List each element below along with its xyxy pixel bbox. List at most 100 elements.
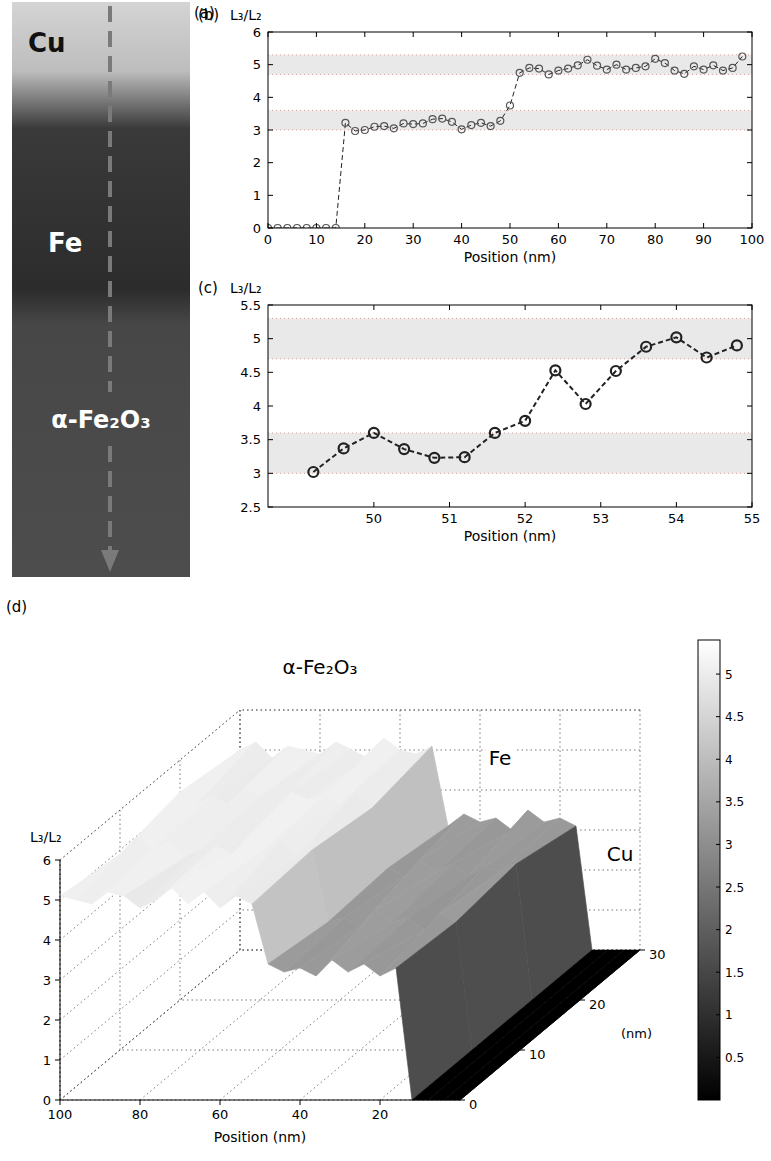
reference-band xyxy=(268,55,752,75)
data-point xyxy=(429,116,436,123)
label: 1 xyxy=(43,1053,51,1068)
grid-line xyxy=(60,950,240,1100)
data-point xyxy=(507,102,514,109)
data-point xyxy=(369,428,379,438)
label: 3 xyxy=(725,838,733,852)
label: 4 xyxy=(43,933,51,948)
label-patch xyxy=(486,745,515,771)
scan-arrow xyxy=(108,6,112,392)
data-point xyxy=(399,444,409,454)
surface-cell xyxy=(564,950,640,1000)
label: 3 xyxy=(43,973,51,988)
colorbar-tick xyxy=(716,759,720,760)
x-tick xyxy=(60,1100,61,1105)
label: 4.5 xyxy=(240,365,261,380)
label: 0 xyxy=(253,221,261,236)
data-point xyxy=(671,332,681,342)
label: Position (nm) xyxy=(214,1129,306,1145)
y-axis xyxy=(460,950,640,1100)
surface xyxy=(60,738,640,1100)
data-point xyxy=(584,56,591,63)
y-tick xyxy=(747,97,752,98)
data-point xyxy=(448,118,455,125)
label: L₃/L₂ xyxy=(30,829,62,845)
data-point xyxy=(520,416,530,426)
colorbar-tick xyxy=(716,674,720,675)
y-tick xyxy=(640,950,645,951)
colorbar-tick xyxy=(716,1057,720,1058)
data-point xyxy=(729,64,736,71)
data-point xyxy=(550,365,560,375)
x-tick xyxy=(525,305,526,310)
x-tick xyxy=(316,223,317,228)
data-point xyxy=(497,117,504,124)
data-point xyxy=(352,127,359,134)
band-edge xyxy=(268,74,752,75)
label: 52 xyxy=(517,511,534,526)
scan-arrow xyxy=(108,446,112,552)
label: 60 xyxy=(212,1107,229,1122)
data-point xyxy=(361,127,368,134)
data-point xyxy=(400,120,407,127)
z-tick xyxy=(55,980,60,981)
z-tick xyxy=(55,1020,60,1021)
colorbar-tick xyxy=(716,716,720,717)
grid-line xyxy=(60,1100,460,1101)
data-point xyxy=(613,61,620,68)
y-tick xyxy=(747,473,752,474)
data-point xyxy=(710,62,717,69)
y-tick xyxy=(747,228,752,229)
label: 0 xyxy=(43,1093,51,1108)
y-tick xyxy=(268,162,273,163)
label: 4 xyxy=(253,90,261,105)
label: Cu xyxy=(28,28,66,58)
y-tick xyxy=(747,372,752,373)
label: 90 xyxy=(695,232,712,247)
label: 10 xyxy=(529,1047,546,1062)
data-point xyxy=(594,62,601,69)
data-point xyxy=(419,120,426,127)
y-tick xyxy=(747,64,752,65)
data-point xyxy=(284,225,291,229)
data-point xyxy=(274,225,281,229)
colorbar-tick xyxy=(716,972,720,973)
data-point xyxy=(690,63,697,70)
x-tick xyxy=(510,223,511,228)
y-tick xyxy=(747,305,752,306)
box-edge xyxy=(240,710,640,711)
y-tick xyxy=(747,195,752,196)
x-tick xyxy=(752,223,753,228)
data-point xyxy=(477,119,484,126)
data-point xyxy=(681,70,688,77)
label: 3.5 xyxy=(240,432,261,447)
data-line xyxy=(313,337,736,472)
data-point xyxy=(661,60,668,67)
box-edge xyxy=(60,950,240,1100)
x-tick xyxy=(752,32,753,37)
data-point xyxy=(332,225,339,229)
reference-band xyxy=(268,433,752,473)
label: 0 xyxy=(469,1097,477,1112)
micrograph-panel: CuFeα-Fe₂O₃ xyxy=(12,2,190,577)
x-tick xyxy=(606,223,607,228)
surface-cell xyxy=(444,1050,520,1100)
x-tick xyxy=(676,305,677,310)
band-edge xyxy=(268,130,752,131)
data-line xyxy=(268,57,742,229)
label: Fe xyxy=(489,746,512,770)
data-point xyxy=(581,399,591,409)
x-tick xyxy=(449,305,450,310)
plot-area xyxy=(268,318,752,477)
label: (d) xyxy=(6,598,27,616)
grid-line xyxy=(60,950,240,1100)
colorbar-tick xyxy=(716,844,720,845)
y-tick xyxy=(747,162,752,163)
y-tick xyxy=(520,1050,525,1051)
y-tick xyxy=(268,372,273,373)
band-edge xyxy=(268,318,752,319)
x-tick xyxy=(703,223,704,228)
label: Cu xyxy=(607,842,634,866)
data-point xyxy=(671,67,678,74)
line-panel: 01020304050607080901000123456(b)L₃/L₂Pos… xyxy=(198,6,764,265)
label: L₃/L₂ xyxy=(230,7,262,23)
